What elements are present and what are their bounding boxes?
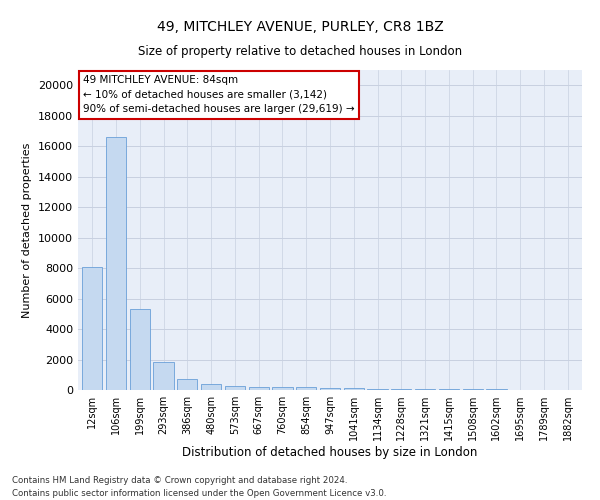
Bar [367, 388, 388, 390]
Bar [320, 388, 340, 390]
Text: 49 MITCHLEY AVENUE: 84sqm
← 10% of detached houses are smaller (3,142)
90% of se: 49 MITCHLEY AVENUE: 84sqm ← 10% of detac… [83, 75, 355, 114]
Bar [248, 387, 269, 390]
Bar [415, 389, 435, 390]
Text: 49, MITCHLEY AVENUE, PURLEY, CR8 1BZ: 49, MITCHLEY AVENUE, PURLEY, CR8 1BZ [157, 20, 443, 34]
Bar [154, 362, 173, 390]
Bar [82, 266, 103, 390]
Bar [201, 384, 221, 390]
Bar [296, 388, 316, 390]
X-axis label: Distribution of detached houses by size in London: Distribution of detached houses by size … [182, 446, 478, 459]
Bar [439, 389, 459, 390]
Text: Contains HM Land Registry data © Crown copyright and database right 2024.
Contai: Contains HM Land Registry data © Crown c… [12, 476, 386, 498]
Bar [391, 389, 412, 390]
Bar [130, 309, 150, 390]
Bar [106, 137, 126, 390]
Text: Size of property relative to detached houses in London: Size of property relative to detached ho… [138, 45, 462, 58]
Bar [272, 387, 293, 390]
Bar [225, 386, 245, 390]
Bar [344, 388, 364, 390]
Y-axis label: Number of detached properties: Number of detached properties [22, 142, 32, 318]
Bar [177, 380, 197, 390]
